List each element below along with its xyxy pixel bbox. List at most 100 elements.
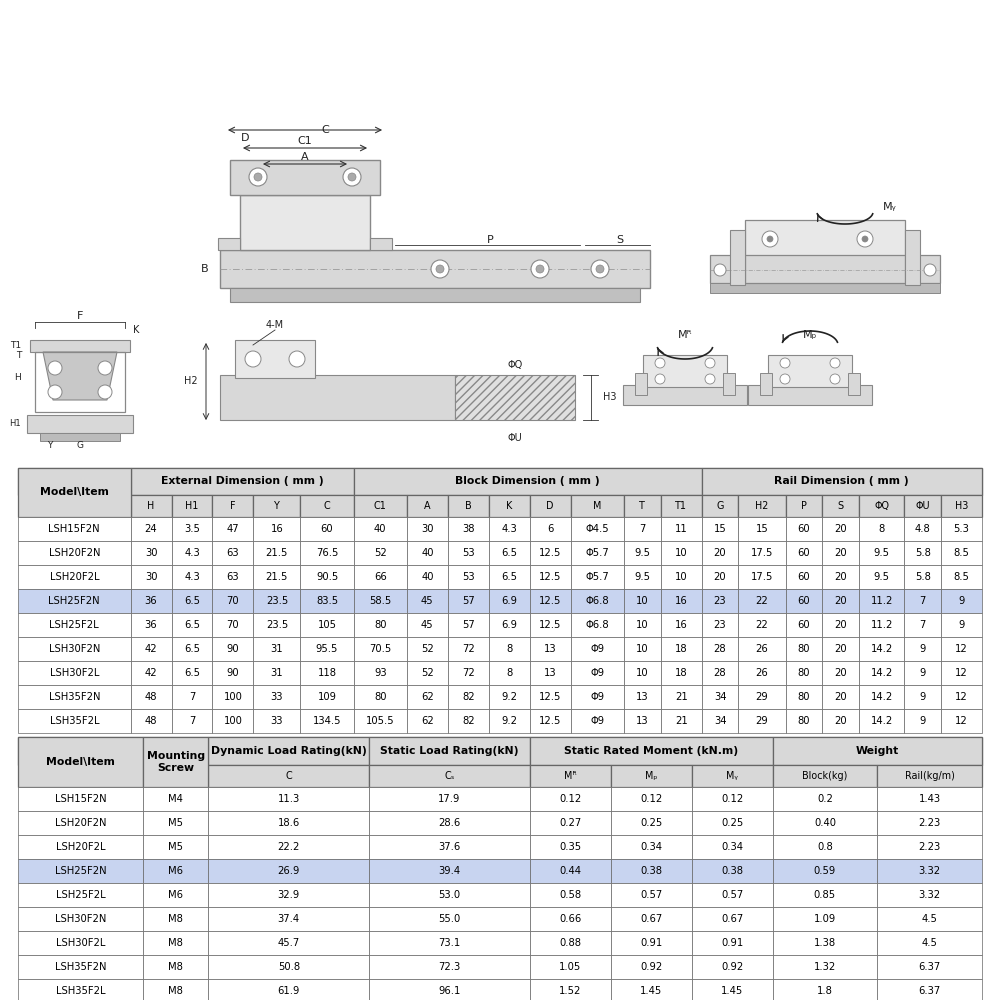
Bar	[738, 685, 786, 709]
Text: 22.2: 22.2	[278, 842, 300, 852]
Text: 14.2: 14.2	[871, 692, 893, 702]
Text: 20: 20	[834, 716, 847, 726]
Bar	[407, 517, 448, 541]
Text: 62: 62	[421, 692, 434, 702]
Text: 8: 8	[879, 524, 885, 534]
Text: 20: 20	[714, 572, 726, 582]
Text: 6.5: 6.5	[184, 620, 200, 630]
Text: 16: 16	[675, 620, 688, 630]
Bar	[143, 931, 208, 955]
Text: K: K	[506, 501, 512, 511]
Bar	[571, 637, 624, 661]
Bar	[253, 541, 300, 565]
Bar	[859, 685, 904, 709]
Bar	[624, 541, 661, 565]
Bar	[407, 637, 448, 661]
Text: Mᴿ: Mᴿ	[564, 771, 577, 781]
Text: 70: 70	[227, 596, 239, 606]
Text: Dynamic Load Rating(kN): Dynamic Load Rating(kN)	[211, 746, 367, 756]
Text: 9.5: 9.5	[634, 548, 650, 558]
Text: 9.5: 9.5	[874, 572, 890, 582]
Bar	[661, 541, 702, 565]
Bar	[489, 637, 530, 661]
Text: 9.2: 9.2	[501, 692, 517, 702]
Text: 80: 80	[374, 620, 387, 630]
Bar	[489, 589, 530, 613]
Text: 3.32: 3.32	[919, 890, 941, 900]
Bar	[407, 685, 448, 709]
Bar	[624, 613, 661, 637]
Bar	[738, 541, 786, 565]
Bar	[369, 883, 530, 907]
Circle shape	[655, 374, 665, 384]
Text: 23: 23	[714, 620, 726, 630]
Circle shape	[98, 385, 112, 399]
Bar	[218, 238, 240, 250]
Circle shape	[436, 265, 444, 273]
Text: LSH20F2N: LSH20F2N	[49, 548, 100, 558]
Text: T: T	[16, 352, 21, 360]
Text: D: D	[241, 133, 249, 143]
Text: 4.3: 4.3	[184, 572, 200, 582]
Bar	[18, 737, 143, 787]
Text: S: S	[616, 235, 624, 245]
Text: 20: 20	[834, 644, 847, 654]
Bar	[253, 637, 300, 661]
Bar	[172, 685, 212, 709]
Bar	[611, 811, 692, 835]
Text: 7: 7	[189, 692, 195, 702]
Bar	[941, 565, 982, 589]
Bar	[354, 613, 407, 637]
Bar	[904, 589, 941, 613]
Text: 52: 52	[421, 668, 434, 678]
Bar	[230, 160, 380, 195]
Bar	[786, 613, 822, 637]
Bar	[208, 835, 369, 859]
Bar	[611, 907, 692, 931]
Bar	[904, 685, 941, 709]
Bar	[131, 468, 354, 495]
Text: 48: 48	[145, 716, 157, 726]
Bar	[172, 613, 212, 637]
Text: LSH30F2L: LSH30F2L	[56, 938, 105, 948]
Text: 60: 60	[798, 596, 810, 606]
Bar	[172, 709, 212, 733]
Text: M8: M8	[168, 938, 183, 948]
Text: 1.43: 1.43	[919, 794, 941, 804]
Bar	[786, 709, 822, 733]
Circle shape	[249, 168, 267, 186]
Text: 15: 15	[756, 524, 768, 534]
Bar	[354, 709, 407, 733]
Bar	[208, 859, 369, 883]
Text: 50.8: 50.8	[278, 962, 300, 972]
Text: M8: M8	[168, 914, 183, 924]
Bar	[300, 709, 354, 733]
Text: 15: 15	[714, 524, 726, 534]
Text: 40: 40	[374, 524, 387, 534]
Bar	[18, 737, 982, 765]
Text: 82: 82	[462, 692, 475, 702]
Text: 134.5: 134.5	[313, 716, 341, 726]
Text: Φ4.5: Φ4.5	[585, 524, 609, 534]
Bar	[18, 468, 131, 517]
Text: 109: 109	[318, 692, 337, 702]
Text: 14.2: 14.2	[871, 644, 893, 654]
Text: LSH30F2L: LSH30F2L	[50, 668, 99, 678]
Bar	[489, 495, 530, 517]
Text: 32.9: 32.9	[278, 890, 300, 900]
Text: LSH35F2N: LSH35F2N	[49, 692, 100, 702]
Text: 93: 93	[374, 668, 387, 678]
Text: 45: 45	[421, 620, 434, 630]
Bar	[208, 955, 369, 979]
Text: B: B	[465, 501, 472, 511]
Text: 12: 12	[955, 644, 968, 654]
Bar	[220, 250, 650, 288]
Text: 23.5: 23.5	[266, 596, 288, 606]
Text: 38: 38	[462, 524, 475, 534]
Text: LSH30F2N: LSH30F2N	[49, 644, 100, 654]
Text: 20: 20	[834, 692, 847, 702]
Text: 80: 80	[374, 692, 387, 702]
Text: Model\Item: Model\Item	[40, 488, 109, 497]
Bar	[738, 589, 786, 613]
Circle shape	[343, 168, 361, 186]
